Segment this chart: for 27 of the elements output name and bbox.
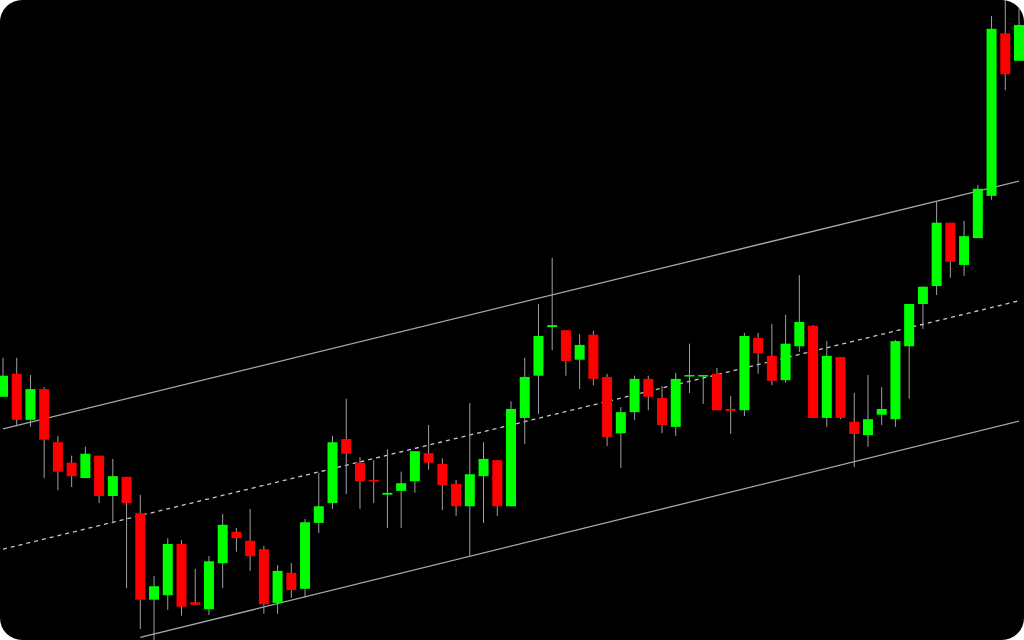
- candlestick: [876, 386, 887, 426]
- candlestick: [286, 562, 297, 599]
- candlestick: [917, 286, 928, 330]
- candlestick: [698, 374, 709, 405]
- candlestick: [862, 374, 873, 448]
- candlestick: [423, 424, 434, 471]
- candlestick: [382, 448, 393, 529]
- candlestick: [190, 568, 201, 606]
- candlestick: [547, 257, 558, 351]
- candlestick: [684, 343, 695, 394]
- candlestick: [643, 375, 654, 411]
- candlestick: [66, 455, 77, 488]
- candlestick: [725, 395, 736, 435]
- candlestick: [341, 398, 352, 495]
- candlestick: [437, 457, 448, 511]
- candlestick: [615, 406, 626, 469]
- candlestick: [368, 459, 379, 504]
- candlestick: [313, 472, 324, 534]
- candlestick: [354, 456, 365, 510]
- candlestick: [396, 471, 407, 529]
- candlestick: [245, 508, 256, 572]
- candlestick: [753, 332, 764, 375]
- candlestick: [574, 333, 585, 390]
- candlestick: [478, 441, 489, 524]
- candlestick: [231, 527, 242, 553]
- candlestick: [451, 479, 462, 517]
- candlestick: [107, 458, 118, 524]
